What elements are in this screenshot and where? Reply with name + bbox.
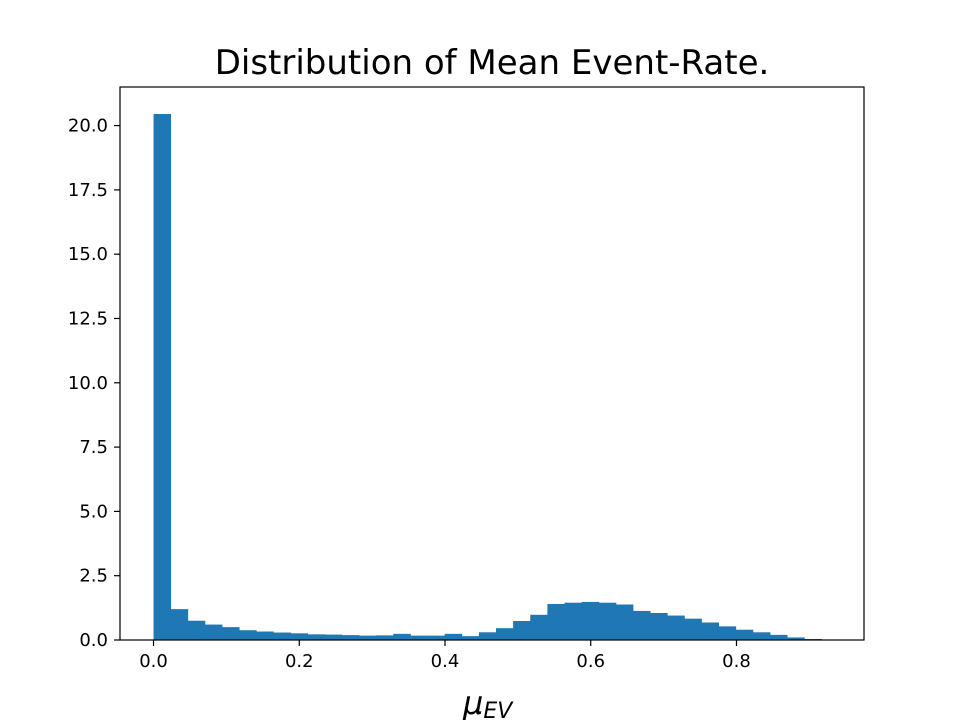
histogram-bar [650, 612, 668, 640]
histogram-bar [410, 635, 428, 640]
x-tick-label: 0.8 [722, 651, 751, 672]
x-axis-ticks: 0.0 0.2 0.4 0.6 0.8 [139, 640, 751, 672]
histogram-bar [769, 634, 788, 640]
histogram-bar [615, 604, 634, 640]
y-tick-label: 5.0 [79, 501, 108, 522]
y-tick-label: 7.5 [79, 437, 108, 458]
y-tick-label: 20.0 [68, 116, 108, 137]
y-tick-label: 17.5 [68, 180, 108, 201]
histogram-bar [598, 602, 617, 640]
histogram-bar [427, 635, 446, 640]
y-tick-label: 0.0 [79, 630, 108, 651]
histogram-bar [718, 626, 737, 640]
x-axis-label-symbol: μ [462, 684, 483, 720]
histogram-bar [376, 635, 394, 640]
histogram-bar [359, 635, 377, 640]
histogram-bars [153, 114, 857, 641]
y-tick-label: 10.0 [68, 373, 108, 394]
y-tick-label: 12.5 [68, 308, 108, 329]
histogram-bar [204, 624, 223, 640]
histogram-bar [547, 603, 565, 640]
x-tick-label: 0.6 [576, 651, 605, 672]
plot-area-frame [119, 86, 865, 641]
histogram-bar [341, 635, 360, 640]
histogram-bar [307, 634, 326, 640]
y-tick-label: 15.0 [68, 244, 108, 265]
histogram-bar [735, 629, 754, 640]
histogram-bar [684, 618, 702, 640]
histogram-bar [222, 627, 240, 640]
histogram-bar [256, 631, 274, 640]
histogram-bar [667, 615, 685, 640]
histogram-bar [239, 630, 257, 640]
histogram-bar [170, 609, 189, 640]
histogram-bar [187, 620, 206, 640]
histogram-bar [393, 633, 411, 640]
histogram-bar [787, 637, 805, 640]
y-tick-label: 2.5 [79, 566, 108, 587]
x-tick-label: 0.2 [285, 651, 314, 672]
histogram-bar [290, 633, 309, 640]
histogram-bar [513, 620, 531, 640]
histogram-bar [564, 602, 583, 640]
x-tick-label: 0.4 [431, 651, 460, 672]
histogram-bar [633, 610, 651, 640]
histogram-bar [153, 114, 172, 641]
x-axis-label-subscript: EV [483, 699, 514, 720]
histogram-bar [444, 633, 463, 640]
histogram-bar [461, 636, 480, 640]
x-tick-label: 0.0 [139, 651, 168, 672]
histogram-bar [530, 614, 548, 640]
histogram-bar [496, 628, 514, 640]
y-axis-ticks: 0.0 2.5 5.0 7.5 10.0 12.5 15.0 17.5 20.0 [68, 116, 120, 651]
histogram-bar [324, 634, 343, 640]
histogram-bar [478, 632, 497, 640]
x-axis-label: μEV [462, 684, 514, 720]
chart-title: Distribution of Mean Event-Rate. [215, 43, 770, 83]
histogram-bar [273, 632, 291, 640]
histogram-bar [701, 622, 720, 640]
histogram-bar [752, 632, 771, 640]
histogram-bar [581, 601, 600, 640]
